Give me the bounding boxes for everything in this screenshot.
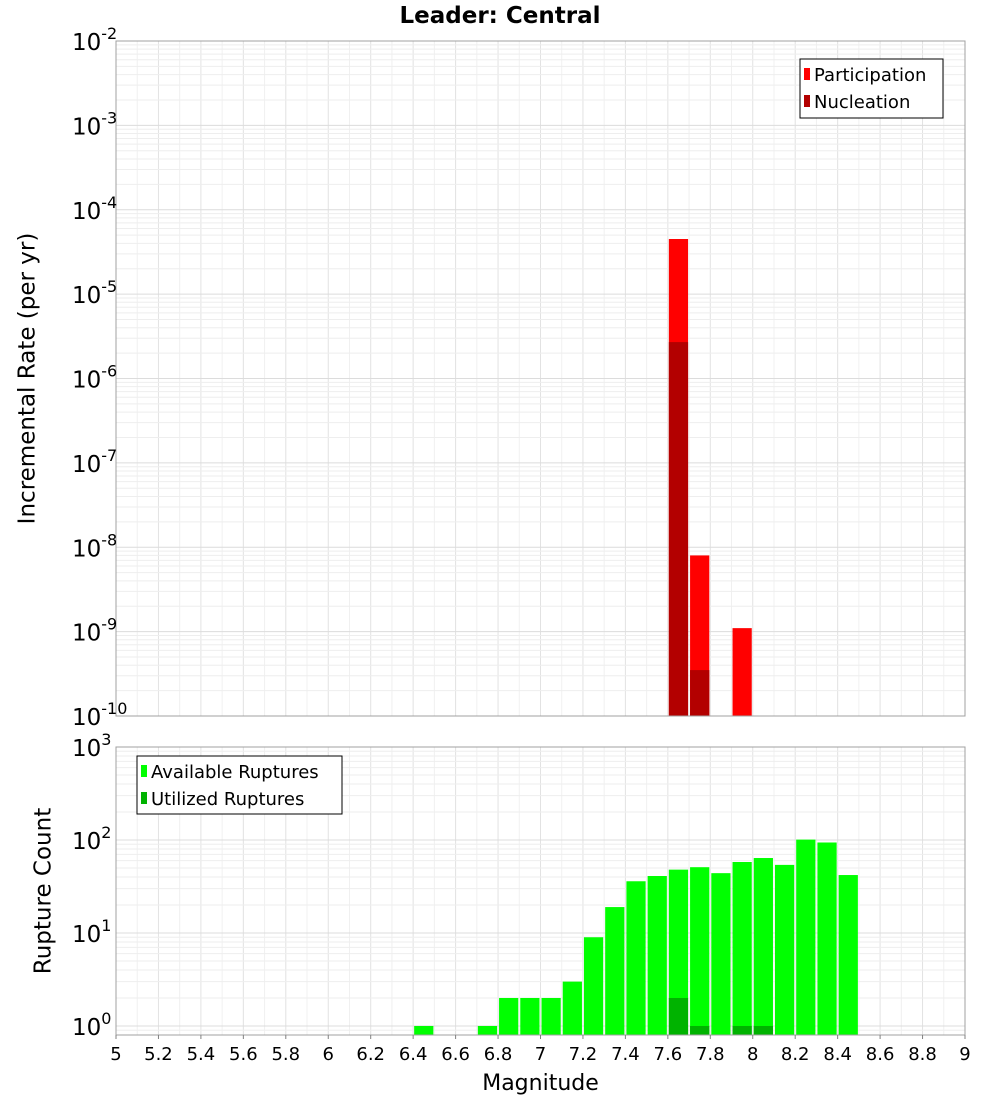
x-tick-label: 5 — [110, 1044, 121, 1065]
bar — [477, 1025, 498, 1035]
x-tick-label: 8.8 — [908, 1044, 937, 1065]
bar — [520, 997, 540, 1035]
x-tick-label: 7 — [535, 1044, 546, 1065]
bar — [499, 997, 519, 1035]
series-available-ruptures — [414, 839, 858, 1035]
x-tick-label: 6.2 — [356, 1044, 385, 1065]
legend: Available Ruptures Utilized Ruptures — [136, 755, 343, 815]
bar — [668, 342, 689, 716]
y-tick-label: 10-6 — [72, 362, 117, 394]
y-tick-label: 10-10 — [72, 699, 127, 731]
y-tick-label: 10-8 — [72, 530, 117, 562]
legend-label: Utilized Ruptures — [151, 789, 304, 810]
chart-title: Leader: Central — [400, 3, 601, 29]
x-tick-label: 9 — [959, 1044, 970, 1065]
y-tick-label: 101 — [72, 916, 111, 948]
y-tick-label: 10-9 — [72, 615, 117, 647]
bar — [753, 1025, 773, 1035]
x-tick-label: 6 — [323, 1044, 334, 1065]
legend: Participation Nucleation — [799, 58, 944, 119]
x-tick-label: 5.2 — [144, 1044, 173, 1065]
bar — [732, 1025, 752, 1035]
bar — [690, 867, 710, 1035]
plot-frame — [115, 40, 966, 717]
x-axis-label: Magnitude — [482, 1071, 599, 1096]
bar — [732, 628, 752, 716]
bar — [711, 873, 731, 1035]
bar — [732, 861, 752, 1035]
x-tick-label: 6.8 — [484, 1044, 513, 1065]
bar — [753, 858, 773, 1035]
x-tick-label: 7.6 — [654, 1044, 683, 1065]
chart-panel-2: 100 101 102 103 5 5.2 5.4 5.6 5.8 6 6.2 6.4 6.6 6.8 7 7… — [31, 730, 971, 1096]
bar — [541, 997, 561, 1035]
bar — [605, 907, 625, 1035]
y-axis-label: Incremental Rate (per yr) — [15, 233, 41, 525]
bar — [690, 1025, 710, 1035]
bar — [647, 876, 667, 1035]
legend-swatch — [804, 95, 810, 107]
bar — [414, 1025, 434, 1035]
bar — [817, 842, 837, 1035]
y-tick-label: 10-2 — [72, 24, 117, 56]
x-tick-label: 8.6 — [866, 1044, 895, 1065]
x-tick-label: 8.2 — [781, 1044, 810, 1065]
y-tick-label: 103 — [72, 730, 111, 762]
legend-label: Available Ruptures — [151, 762, 319, 783]
x-tick-label: 6.4 — [399, 1044, 428, 1065]
y-tick-label: 100 — [72, 1009, 111, 1041]
bar — [838, 875, 858, 1035]
legend-label: Nucleation — [814, 92, 910, 113]
series-nucleation — [668, 342, 710, 716]
x-tick-label: 6.6 — [441, 1044, 470, 1065]
x-tick-label: 5.4 — [187, 1044, 216, 1065]
bar — [583, 937, 604, 1035]
y-axis-label: Rupture Count — [31, 808, 57, 974]
legend-label: Participation — [814, 65, 926, 86]
y-tick-label: 10-7 — [72, 446, 117, 478]
legend-box — [136, 755, 343, 815]
x-tick-label: 8 — [747, 1044, 758, 1065]
y-tick-label: 10-4 — [72, 193, 117, 225]
x-tick-label: 7.2 — [569, 1044, 598, 1065]
y-tick-label: 10-5 — [72, 277, 117, 309]
x-tick-label: 7.4 — [611, 1044, 640, 1065]
x-tick-label: 7.8 — [696, 1044, 725, 1065]
bar — [796, 839, 816, 1035]
bar — [668, 997, 689, 1035]
series-utilized-ruptures — [668, 997, 773, 1035]
bar — [774, 864, 795, 1035]
chart-panel-1: 10-10 10-9 10-8 10-7 10-6 10-5 10-4 10-3 10-2 Inc… — [15, 24, 966, 731]
y-tick-label: 10-3 — [72, 108, 117, 140]
legend-box — [799, 58, 944, 119]
bar — [690, 670, 710, 716]
legend-swatch — [141, 792, 147, 804]
x-tick-label: 5.8 — [271, 1044, 300, 1065]
x-tick-label: 5.6 — [229, 1044, 258, 1065]
legend-swatch — [804, 68, 810, 80]
legend-swatch — [141, 765, 147, 777]
y-tick-label: 102 — [72, 823, 111, 855]
bar — [668, 869, 689, 1035]
bar — [626, 881, 646, 1035]
bar — [562, 981, 582, 1035]
x-tick-label: 8.4 — [823, 1044, 852, 1065]
